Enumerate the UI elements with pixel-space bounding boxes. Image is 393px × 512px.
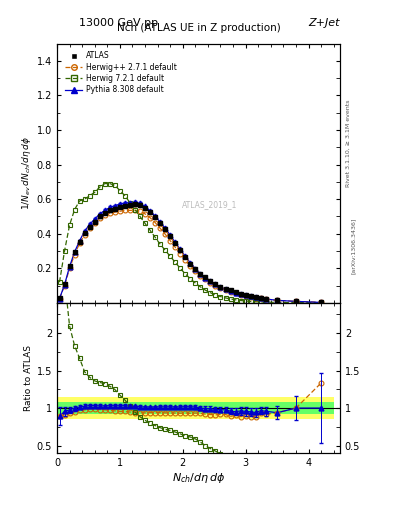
Text: 13000 GeV pp: 13000 GeV pp <box>79 18 158 28</box>
Text: [arXiv:1306.3436]: [arXiv:1306.3436] <box>351 218 356 274</box>
Text: Nch (ATLAS UE in Z production): Nch (ATLAS UE in Z production) <box>117 23 280 33</box>
Text: ATLAS_2019_1: ATLAS_2019_1 <box>182 200 237 209</box>
Text: Z+Jet: Z+Jet <box>309 18 340 28</box>
Legend: ATLAS, Herwig++ 2.7.1 default, Herwig 7.2.1 default, Pythia 8.308 default: ATLAS, Herwig++ 2.7.1 default, Herwig 7.… <box>64 50 178 96</box>
Y-axis label: Ratio to ATLAS: Ratio to ATLAS <box>24 345 33 411</box>
Y-axis label: $1/N_{ev}\,dN_{ch}/d\eta\,d\phi$: $1/N_{ev}\,dN_{ch}/d\eta\,d\phi$ <box>20 136 33 210</box>
Text: Rivet 3.1.10, ≥ 3.1M events: Rivet 3.1.10, ≥ 3.1M events <box>346 100 351 187</box>
X-axis label: $N_{ch}/d\eta\,d\phi$: $N_{ch}/d\eta\,d\phi$ <box>172 471 225 485</box>
